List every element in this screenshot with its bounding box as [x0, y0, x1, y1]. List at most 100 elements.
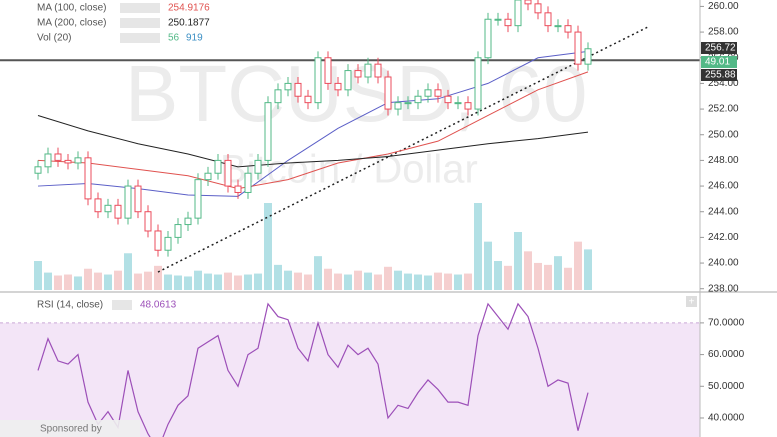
- volume-bar: [254, 273, 262, 290]
- rsi-tick-label: 70.0000: [708, 318, 745, 329]
- legend-buttons[interactable]: [120, 33, 160, 43]
- candle-body: [554, 25, 562, 28]
- candle-body: [74, 157, 82, 164]
- candle-body: [194, 179, 202, 219]
- legend-name: MA (100, close): [37, 3, 106, 14]
- legend-buttons[interactable]: [120, 18, 160, 28]
- volume-bar: [64, 274, 72, 290]
- candle-body: [204, 172, 212, 181]
- y-tick-label: 248.00: [708, 155, 739, 166]
- volume-bar: [164, 274, 172, 290]
- price-label: 256.72: [705, 43, 736, 54]
- volume-bar: [104, 274, 112, 290]
- volume-bar: [404, 273, 412, 290]
- candle-body: [174, 224, 182, 238]
- watermark-symbol: BTCUSD, 60: [125, 49, 587, 138]
- volume-bar: [244, 274, 252, 290]
- candle-body: [584, 48, 592, 65]
- price-axis: 238.00 240.00 242.00 244.00 246.00 248.00 250.…: [700, 1, 745, 424]
- legend-buttons[interactable]: [120, 3, 160, 13]
- candle-body: [424, 89, 432, 97]
- volume-bar: [504, 265, 512, 290]
- candle-body: [244, 172, 252, 193]
- candle-body: [494, 18, 502, 21]
- candle-body: [344, 70, 352, 91]
- y-tick-label: 242.00: [708, 232, 739, 243]
- volume-bar: [344, 274, 352, 290]
- candle-body: [514, 0, 522, 27]
- candle-body: [94, 198, 102, 213]
- candle-body: [264, 102, 272, 161]
- candle-body: [284, 82, 292, 91]
- volume-bar: [444, 273, 452, 290]
- volume-bar: [324, 268, 332, 290]
- volume-bar: [34, 261, 42, 290]
- candle-body: [224, 159, 232, 187]
- candle-body: [574, 31, 582, 65]
- ma-line: [37, 115, 589, 168]
- volume-bar: [54, 275, 62, 290]
- y-tick-label: 260.00: [708, 1, 739, 12]
- volume-bar: [274, 264, 282, 290]
- candle-body: [64, 159, 72, 164]
- y-tick-label: 250.00: [708, 129, 739, 140]
- candle-body: [484, 18, 492, 59]
- candle-body: [454, 102, 462, 105]
- legend-value: 56: [168, 33, 180, 44]
- candle-body: [544, 12, 552, 27]
- volume-bar: [214, 274, 222, 290]
- volume-bar: [44, 272, 52, 290]
- candle-body: [414, 95, 422, 104]
- volume-bar: [534, 262, 542, 290]
- volume-bar: [374, 274, 382, 290]
- volume-bar: [494, 261, 502, 290]
- volume-bar: [364, 272, 372, 290]
- volume-bar: [154, 265, 162, 290]
- candle-body: [84, 157, 92, 200]
- candle-body: [214, 159, 222, 174]
- candle-body: [324, 57, 332, 84]
- legend-value: 250.1877: [168, 18, 210, 29]
- volume-bar: [204, 273, 212, 290]
- legend-name: Vol (20): [37, 33, 71, 44]
- add-button[interactable]: [686, 296, 697, 307]
- volume-bar: [514, 232, 522, 290]
- candle-body: [304, 95, 312, 104]
- candle-body: [144, 211, 152, 232]
- volume-bar: [194, 270, 202, 290]
- main-pane: [0, 0, 700, 290]
- legend-value: 254.9176: [168, 3, 210, 14]
- volume-bar: [574, 241, 582, 290]
- y-tick-label: 252.00: [708, 104, 739, 115]
- volume-bar: [384, 266, 392, 290]
- volume-bar: [554, 256, 562, 290]
- y-tick-label: 254.00: [708, 78, 739, 89]
- volume-bar: [74, 276, 82, 290]
- candle-body: [374, 63, 382, 78]
- volume-bar: [94, 272, 102, 290]
- candle-body: [524, 0, 532, 5]
- rsi-band: [0, 322, 700, 437]
- sponsor-text: Sponsored by: [40, 424, 102, 435]
- candle-body: [474, 57, 482, 110]
- price-label-box: [701, 42, 737, 54]
- candle-body: [54, 153, 62, 161]
- candle-body: [234, 185, 242, 193]
- volume-bar: [454, 274, 462, 290]
- volume-bar: [134, 273, 142, 290]
- rsi-tick-label: 40.0000: [708, 413, 745, 424]
- candle-body: [564, 25, 572, 33]
- candle-body: [394, 102, 402, 110]
- candle-body: [354, 70, 362, 78]
- candle-body: [164, 236, 172, 251]
- sponsor-box: [0, 420, 140, 437]
- ma-line: [37, 71, 589, 190]
- candle-body: [154, 230, 162, 251]
- rsi-line: [37, 302, 589, 437]
- candle-body: [384, 76, 392, 110]
- price-label-box: [701, 56, 737, 68]
- candle-body: [504, 18, 512, 27]
- volume-bar: [284, 270, 292, 290]
- rsi-buttons[interactable]: [112, 300, 132, 310]
